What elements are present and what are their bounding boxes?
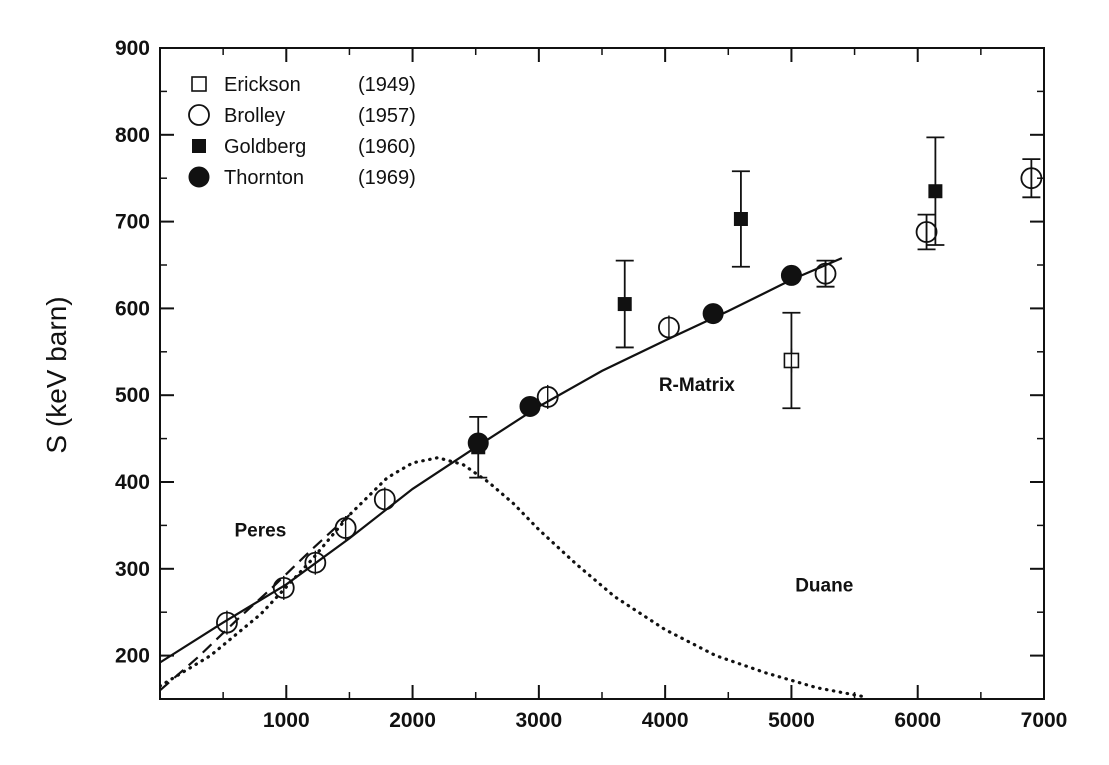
x-tick-label: 4000 [642,709,689,732]
y-tick-label: 300 [115,558,150,581]
x-tick-label: 2000 [389,709,436,732]
curve-r-matrix [160,257,843,664]
goldberg-point [928,184,943,199]
y-tick-label: 700 [115,211,150,234]
x-tick-label: 6000 [894,709,941,732]
goldberg-point [733,211,748,226]
annotation-duane: Duane [795,575,853,596]
thornton-point [780,264,802,286]
y-tick-label: 400 [115,471,150,494]
data-points [216,136,1043,635]
thornton-point [702,303,724,325]
legend-marker-erickson [191,76,207,92]
y-tick-label: 800 [115,124,150,147]
thornton-point [467,432,489,454]
annotation-r-matrix: R-Matrix [659,375,735,396]
annotation-peres: Peres [235,521,287,542]
x-tick-label: 1000 [263,709,310,732]
x-tick-label: 5000 [768,709,815,732]
x-tick-label: 7000 [1021,709,1068,732]
axis-ticks: 1000 2000 3000 4000 5000 6000 7000 200 300 400 500… [115,37,1067,732]
y-axis-label: S (keV barn) [41,296,72,453]
curve-duane [160,456,869,699]
legend-year-brolley: (1957) [358,105,416,127]
y-tick-label: 600 [115,297,150,320]
legend-label-goldberg: Goldberg [224,136,306,158]
legend-label-thornton: Thornton [224,167,304,189]
legend: Erickson (1949) Brolley (1957) Goldberg (1960… [188,74,416,189]
legend-label-erickson: Erickson [224,74,301,96]
legend-marker-brolley [188,104,210,126]
legend-label-brolley: Brolley [224,105,285,127]
y-tick-label: 500 [115,384,150,407]
model-curves [160,257,869,699]
y-tick-label: 900 [115,37,150,60]
goldberg-point [617,297,632,312]
legend-year-erickson: (1949) [358,74,416,96]
curve-annotations: R-Matrix Peres Duane [235,375,854,597]
legend-marker-goldberg [192,139,206,153]
y-tick-label: 200 [115,645,150,668]
legend-marker-thornton [188,166,210,188]
legend-year-thornton: (1969) [358,167,416,189]
curve-peres [160,514,351,692]
thornton-point [519,395,541,417]
legend-year-goldberg: (1960) [358,136,416,158]
x-tick-label: 3000 [515,709,562,732]
